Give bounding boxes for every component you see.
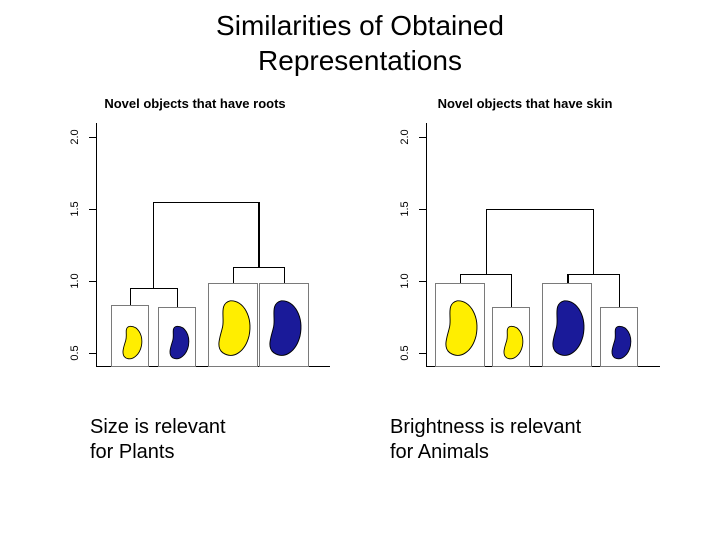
y-tick bbox=[89, 209, 97, 210]
blob-icon bbox=[498, 322, 526, 369]
y-tick bbox=[89, 281, 97, 282]
dendro-line bbox=[567, 274, 618, 275]
dendro-line bbox=[619, 274, 620, 307]
page-title: Similarities of Obtained Representations bbox=[0, 0, 720, 78]
title-line-2: Representations bbox=[258, 45, 462, 76]
leaf-box bbox=[208, 283, 258, 367]
blob-icon bbox=[264, 298, 306, 369]
dendro-line bbox=[460, 274, 511, 275]
blob-icon bbox=[164, 322, 192, 369]
leaf-box bbox=[111, 305, 149, 367]
dendro-line bbox=[460, 274, 461, 283]
dendro-line bbox=[130, 288, 131, 305]
dendro-line bbox=[258, 202, 259, 267]
blob-icon bbox=[440, 298, 482, 369]
y-tick bbox=[419, 281, 427, 282]
y-tick-label: 1.0 bbox=[69, 269, 81, 293]
dendro-line bbox=[567, 274, 568, 283]
right-plot-area: 0.51.01.52.0 bbox=[426, 123, 660, 367]
left-caption-line-1: Size is relevant bbox=[90, 416, 226, 438]
y-tick-label: 0.5 bbox=[399, 341, 411, 365]
left-plot: 0.5 1.0 1.5 2.0 bbox=[50, 117, 340, 387]
y-tick-label: 1.5 bbox=[399, 197, 411, 221]
leaf-box bbox=[492, 307, 530, 367]
dendro-line bbox=[153, 202, 258, 203]
dendro-line bbox=[284, 267, 285, 283]
right-panel-title: Novel objects that have skin bbox=[380, 96, 670, 111]
blob-icon bbox=[547, 298, 589, 369]
dendro-line bbox=[486, 209, 487, 274]
left-caption: Size is relevant for Plants bbox=[90, 415, 370, 465]
y-tick-label: 1.5 bbox=[69, 197, 81, 221]
captions-row: Size is relevant for Plants Brightness i… bbox=[0, 387, 720, 465]
dendro-line bbox=[511, 274, 512, 307]
dendro-line bbox=[593, 209, 594, 274]
y-tick bbox=[419, 209, 427, 210]
y-tick-label: 0.5 bbox=[69, 341, 81, 365]
y-tick bbox=[89, 353, 97, 354]
leaf-box bbox=[435, 283, 485, 367]
leaf-box bbox=[600, 307, 638, 367]
blob-icon bbox=[606, 322, 634, 369]
dendro-line bbox=[177, 288, 178, 307]
dendro-line bbox=[233, 267, 284, 268]
right-caption-line-2: for Animals bbox=[390, 441, 489, 463]
left-caption-line-2: for Plants bbox=[90, 441, 174, 463]
leaf-box bbox=[158, 307, 196, 367]
y-tick-label: 1.0 bbox=[399, 269, 411, 293]
y-tick bbox=[89, 137, 97, 138]
blob-icon bbox=[213, 298, 255, 369]
right-panel: Novel objects that have skin 0.5 1.0 1.5 2.… bbox=[380, 96, 670, 387]
title-line-1: Similarities of Obtained bbox=[216, 10, 504, 41]
panels-row: Novel objects that have roots 0.5 1.0 1.5 2… bbox=[0, 78, 720, 387]
y-tick bbox=[419, 353, 427, 354]
y-tick-label: 2.0 bbox=[399, 125, 411, 149]
right-plot: 0.5 1.0 1.5 2.0 bbox=[380, 117, 670, 387]
dendro-line bbox=[233, 267, 234, 283]
dendro-line bbox=[153, 202, 154, 288]
dendro-line bbox=[486, 209, 594, 210]
left-panel: Novel objects that have roots 0.5 1.0 1.5 2… bbox=[50, 96, 340, 387]
y-tick bbox=[419, 137, 427, 138]
leaf-box bbox=[542, 283, 592, 367]
right-caption-line-1: Brightness is relevant bbox=[390, 416, 581, 438]
leaf-box bbox=[259, 283, 309, 367]
dendro-line bbox=[130, 288, 177, 289]
blob-icon bbox=[117, 322, 145, 369]
y-tick-label: 2.0 bbox=[69, 125, 81, 149]
left-panel-title: Novel objects that have roots bbox=[50, 96, 340, 111]
right-caption: Brightness is relevant for Animals bbox=[390, 415, 670, 465]
left-plot-area: 0.51.01.52.0 bbox=[96, 123, 330, 367]
